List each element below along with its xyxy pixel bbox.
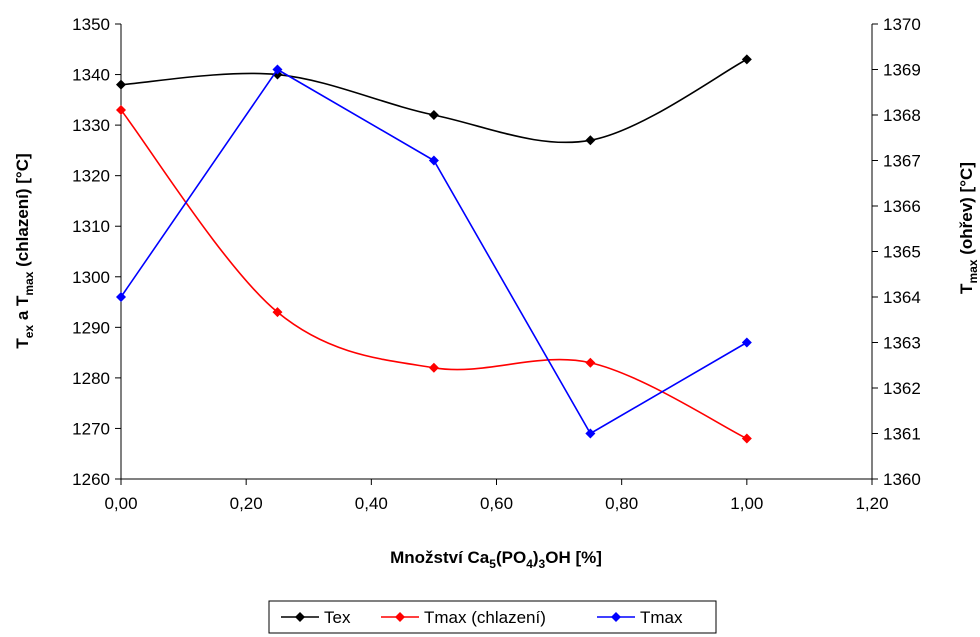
x-tick-label: 0,20 [230, 494, 263, 513]
y-axis-right-title: Tmax (ohřev) [°C] [957, 162, 980, 294]
y-axis-left-title: Tex a Tmax (chlazení) [°C] [13, 153, 36, 348]
y-right-tick-label: 1370 [883, 15, 921, 34]
series-line [120, 58, 748, 144]
series-2 [116, 64, 752, 439]
y-left-tick-label: 1330 [72, 116, 110, 135]
y-right-tick-label: 1368 [883, 106, 921, 125]
x-tick-label: 0,40 [355, 494, 388, 513]
y-left-tick-label: 1320 [72, 167, 110, 186]
x-tick-label: 1,20 [855, 494, 888, 513]
series-point [428, 362, 439, 373]
y-left-tick-label: 1280 [72, 369, 110, 388]
x-tick-label: 0,80 [605, 494, 638, 513]
legend-swatch-marker [395, 612, 405, 622]
series-point [585, 135, 596, 146]
y-right-tick-label: 1364 [883, 288, 921, 307]
legend-swatch-marker [611, 612, 621, 622]
series-point [116, 79, 126, 90]
series-line [120, 68, 748, 435]
y-right-tick-label: 1369 [883, 61, 921, 80]
series-point [428, 155, 439, 166]
series-layer [116, 54, 752, 444]
series-point [741, 337, 752, 348]
series-point [116, 292, 126, 302]
y-right-tick-label: 1365 [883, 243, 921, 262]
y-left-tick-label: 1260 [72, 470, 110, 489]
series-point [741, 54, 752, 65]
legend-label: Tmax (chlazení) [424, 608, 546, 627]
x-tick-label: 0,00 [104, 494, 137, 513]
y-left-tick-label: 1340 [72, 66, 110, 85]
legend-swatch-marker [295, 612, 305, 622]
legend-label: Tmax [640, 608, 683, 627]
y-left-tick-label: 1290 [72, 318, 110, 337]
legend: Tex Tmax (chlazení) Tmax [268, 600, 717, 634]
series-point [116, 104, 126, 115]
y-right-tick-label: 1363 [883, 334, 921, 353]
y-right-tick-label: 1360 [883, 470, 921, 489]
series-0 [116, 54, 752, 146]
y-left-tick-label: 1350 [72, 15, 110, 34]
axes [115, 23, 878, 485]
y-right-tick-label: 1367 [883, 152, 921, 171]
x-tick-label: 0,60 [480, 494, 513, 513]
y-right-tick-label: 1362 [883, 379, 921, 398]
series-point [272, 64, 283, 75]
series-point [585, 357, 596, 368]
y-right-tick-label: 1366 [883, 197, 921, 216]
series-point [741, 433, 752, 444]
y-left-tick-label: 1300 [72, 268, 110, 287]
y-right-tick-label: 1361 [883, 425, 921, 444]
series-line [120, 109, 748, 440]
series-point [585, 428, 596, 439]
tick-labels: 1260 1270 1280 1290 1300 1310 1320 1330 1340 1350… [72, 15, 921, 513]
y-left-tick-label: 1270 [72, 419, 110, 438]
legend-box [268, 600, 717, 634]
series-point [272, 307, 283, 318]
legend-label: Tex [324, 608, 351, 627]
x-tick-label: 1,00 [730, 494, 763, 513]
y-left-tick-label: 1310 [72, 217, 110, 236]
series-1 [116, 104, 752, 444]
series-point [428, 110, 439, 120]
x-axis-title: Množství Ca5(PO4)3OH [%] [390, 548, 602, 571]
